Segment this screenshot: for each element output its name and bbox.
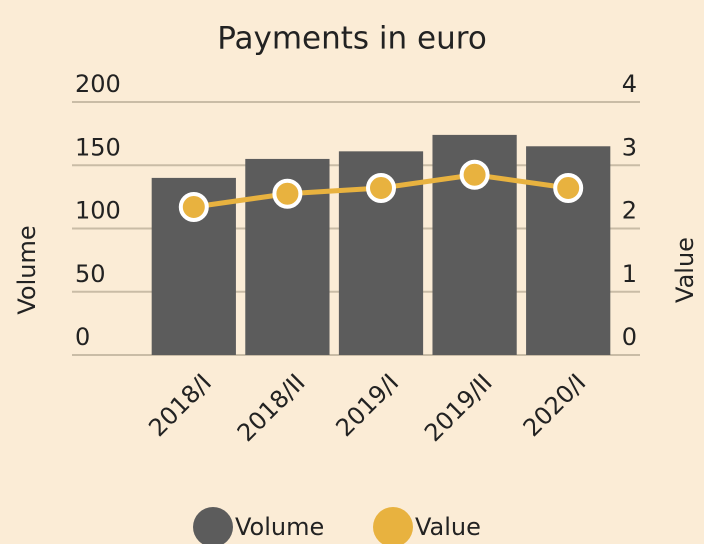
x-tick-label: 2019/I xyxy=(330,368,404,442)
x-tick-label: 2018/II xyxy=(232,368,311,447)
point xyxy=(178,191,209,222)
legend-label: Volume xyxy=(235,513,324,541)
y2-axis-title: Value xyxy=(671,237,699,303)
legend-label: Value xyxy=(415,513,481,541)
y-tick-label: 100 xyxy=(75,197,121,225)
y-axis-title: Volume xyxy=(13,225,41,314)
y-tick-label: 0 xyxy=(75,323,90,351)
y2-tick-label: 3 xyxy=(622,133,637,161)
point xyxy=(366,173,396,204)
point xyxy=(272,178,303,209)
y-tick-label: 150 xyxy=(75,133,121,161)
x-tick-label: 2019/II xyxy=(419,368,498,447)
x-tick-label: 2020/I xyxy=(518,368,592,442)
legend-swatch xyxy=(373,507,413,544)
chart-title: Payments in euro xyxy=(217,21,487,57)
y-tick-label: 200 xyxy=(75,70,121,98)
y2-tick-label: 4 xyxy=(622,70,637,98)
y2-tick-label: 1 xyxy=(622,260,637,288)
point xyxy=(459,159,490,190)
y-tick-label: 50 xyxy=(75,260,106,288)
y2-tick-label: 2 xyxy=(622,197,637,225)
x-tick-label: 2018/I xyxy=(143,368,217,442)
legend-swatch xyxy=(193,507,233,544)
y2-tick-label: 0 xyxy=(622,323,637,351)
point xyxy=(553,173,584,204)
